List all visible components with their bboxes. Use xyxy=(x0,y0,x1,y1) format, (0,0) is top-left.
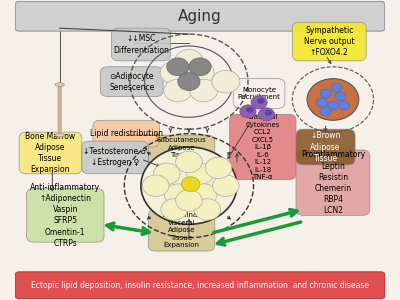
FancyBboxPatch shape xyxy=(19,132,82,174)
Circle shape xyxy=(258,108,274,121)
Text: Ectopic lipid deposition, insulin resistance, increased inflammation  and chroni: Ectopic lipid deposition, insulin resist… xyxy=(31,281,369,290)
Circle shape xyxy=(164,184,191,205)
Text: ↓Brown
Adipose
Tissue: ↓Brown Adipose Tissue xyxy=(310,131,341,163)
Circle shape xyxy=(327,101,338,110)
Circle shape xyxy=(189,58,211,76)
Circle shape xyxy=(187,163,213,184)
Circle shape xyxy=(167,58,189,76)
FancyBboxPatch shape xyxy=(100,67,163,97)
Circle shape xyxy=(320,107,331,116)
Circle shape xyxy=(186,61,214,84)
Text: Anti-inflammatory
↑Adiponectin
Vaspin
SFRP5
Omentin-1
CTRPs: Anti-inflammatory ↑Adiponectin Vaspin SF… xyxy=(30,183,100,248)
Circle shape xyxy=(257,98,265,104)
Circle shape xyxy=(205,157,232,178)
Text: Proinflammatory
Leptin
Resistin
Chemerin
RBP4
LCN2: Proinflammatory Leptin Resistin Chemerin… xyxy=(301,150,365,215)
Circle shape xyxy=(331,83,342,92)
FancyBboxPatch shape xyxy=(15,272,385,298)
FancyBboxPatch shape xyxy=(148,135,215,168)
FancyBboxPatch shape xyxy=(15,2,385,31)
Text: Monocyte
Recruitment: Monocyte Recruitment xyxy=(238,87,280,100)
Text: ↓Testosterone ♂
↓Estrogen ♀: ↓Testosterone ♂ ↓Estrogen ♀ xyxy=(83,147,147,167)
Text: ↓↓MSC
Differentiation: ↓↓MSC Differentiation xyxy=(113,34,169,55)
Text: ⊙Adipocyte
Senescence: ⊙Adipocyte Senescence xyxy=(109,72,154,92)
Text: Classical
Cytokines
CCL2
CXCL5
IL-1β
IL-6
IL-12
IL-18
TNF-α: Classical Cytokines CCL2 CXCL5 IL-1β IL-… xyxy=(246,114,280,180)
Text: Abdominal
Visceral
Adipose
Tissue
Expansion: Abdominal Visceral Adipose Tissue Expans… xyxy=(163,212,200,248)
Ellipse shape xyxy=(55,134,64,137)
Circle shape xyxy=(265,110,272,116)
FancyBboxPatch shape xyxy=(296,129,355,165)
FancyBboxPatch shape xyxy=(93,120,159,147)
Circle shape xyxy=(194,199,221,220)
Circle shape xyxy=(246,107,254,113)
Circle shape xyxy=(307,79,359,120)
Circle shape xyxy=(320,89,331,98)
Circle shape xyxy=(212,70,240,93)
Circle shape xyxy=(316,98,327,107)
Circle shape xyxy=(251,96,267,109)
Circle shape xyxy=(178,73,200,91)
Circle shape xyxy=(160,61,188,84)
Circle shape xyxy=(164,79,192,102)
Text: Lipid redistribution: Lipid redistribution xyxy=(90,129,163,138)
FancyBboxPatch shape xyxy=(233,79,285,108)
Circle shape xyxy=(190,184,217,205)
Circle shape xyxy=(175,50,203,72)
FancyBboxPatch shape xyxy=(148,209,215,251)
Circle shape xyxy=(182,177,200,192)
Circle shape xyxy=(154,163,180,184)
FancyBboxPatch shape xyxy=(111,28,170,61)
FancyBboxPatch shape xyxy=(26,189,104,242)
FancyBboxPatch shape xyxy=(292,22,366,61)
Circle shape xyxy=(212,175,239,196)
FancyBboxPatch shape xyxy=(296,150,370,215)
Circle shape xyxy=(176,190,202,211)
FancyBboxPatch shape xyxy=(82,141,148,174)
Circle shape xyxy=(190,79,218,102)
Circle shape xyxy=(338,101,350,110)
Circle shape xyxy=(176,151,202,172)
Text: Subcutaneous
Adipose
Tissue
↓: Subcutaneous Adipose Tissue ↓ xyxy=(157,137,206,166)
Circle shape xyxy=(240,105,256,118)
Text: Aging: Aging xyxy=(178,9,222,24)
Ellipse shape xyxy=(55,83,64,86)
Circle shape xyxy=(161,199,188,220)
Circle shape xyxy=(141,147,237,224)
Circle shape xyxy=(142,175,169,196)
FancyBboxPatch shape xyxy=(230,114,296,180)
Text: Bone Marrow
Adipose
Tissue
Expansion: Bone Marrow Adipose Tissue Expansion xyxy=(26,132,76,174)
Text: Sympathetic
Nerve output
↑FOXO4.2: Sympathetic Nerve output ↑FOXO4.2 xyxy=(304,26,354,57)
Circle shape xyxy=(335,92,346,101)
